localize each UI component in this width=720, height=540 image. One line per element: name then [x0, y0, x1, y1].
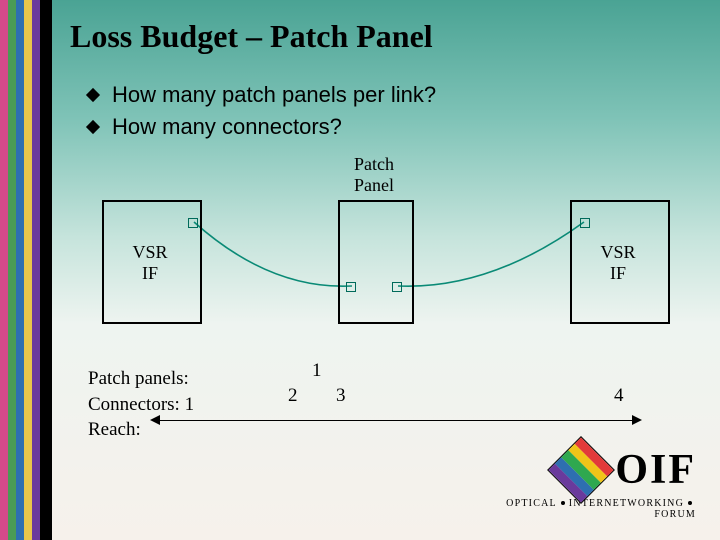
bullet-diamond-icon — [86, 120, 100, 134]
dot-separator-icon — [688, 501, 692, 505]
counts-block: Patch panels:Connectors: 1Reach: — [88, 366, 194, 443]
diagram: VSRIF VSRIF — [70, 190, 690, 360]
diagram-wire — [398, 222, 584, 286]
counts-line: Connectors: 1 — [88, 392, 194, 418]
connector-number: 4 — [614, 385, 624, 407]
sidebar-stripe — [32, 0, 40, 540]
diagram-pin — [346, 282, 356, 292]
connector-number: 3 — [336, 385, 346, 407]
oif-text: OIF — [615, 446, 696, 494]
sidebar-stripe — [0, 0, 8, 540]
sidebar-stripe — [40, 0, 52, 540]
slide: Loss Budget – Patch Panel How many patch… — [0, 0, 720, 540]
oif-sub-part: INTERNETWORKING — [569, 498, 684, 509]
diagram-wire — [194, 222, 352, 286]
bullet-list: How many patch panels per link? How many … — [88, 82, 436, 146]
bullet-text: How many patch panels per link? — [112, 82, 436, 108]
bullet-item: How many patch panels per link? — [88, 82, 436, 108]
reach-arrowhead-right-icon — [632, 415, 642, 425]
diagram-box-label-left: VSRIF — [102, 242, 198, 284]
diagram-pin — [392, 282, 402, 292]
bullet-diamond-icon — [86, 88, 100, 102]
counts-line: Reach: — [88, 417, 194, 443]
slide-title: Loss Budget – Patch Panel — [70, 18, 433, 55]
oif-sub-part: FORUM — [654, 509, 696, 520]
dot-separator-icon — [561, 501, 565, 505]
sidebar-stripe — [24, 0, 32, 540]
diagram-pin — [188, 218, 198, 228]
oif-sub-part: OPTICAL — [506, 498, 557, 509]
reach-line — [152, 420, 640, 421]
sidebar-stripes — [0, 0, 52, 540]
diagram-box-mid — [338, 200, 414, 324]
counts-line: Patch panels: — [88, 366, 194, 392]
diagram-box-label-right: VSRIF — [570, 242, 666, 284]
connector-number: 2 — [288, 385, 298, 407]
diagram-box-label-mid: PatchPanel — [338, 154, 410, 196]
bullet-text: How many connectors? — [112, 114, 342, 140]
bullet-item: How many connectors? — [88, 114, 436, 140]
oif-logo: OIF OPTICAL INTERNETWORKINGFORUM — [466, 446, 696, 520]
sidebar-stripe — [16, 0, 24, 540]
sidebar-stripe — [8, 0, 16, 540]
reach-arrowhead-left-icon — [150, 415, 160, 425]
oif-diamond-icon — [547, 436, 615, 504]
panel-count-number: 1 — [312, 360, 322, 382]
diagram-pin — [580, 218, 590, 228]
